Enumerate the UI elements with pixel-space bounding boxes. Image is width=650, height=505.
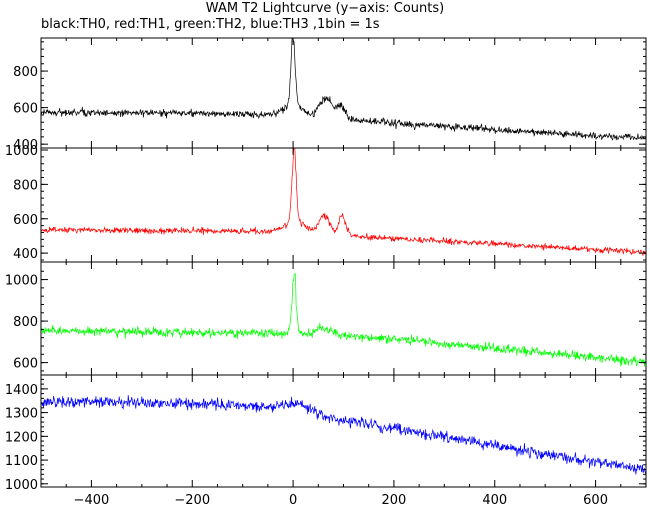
series-line-th1 [41,148,646,256]
x-tick-label: 400 [482,493,507,505]
x-tick-label: −400 [74,493,110,505]
y-tick-label: 400 [13,247,38,262]
panel-frame-th3 [40,374,647,488]
x-tick-label: 600 [583,493,608,505]
y-tick-label: 600 [13,213,38,228]
y-tick-label: 800 [13,178,38,193]
series-line-th3 [41,395,646,475]
y-tick-label: 1000 [5,478,38,493]
x-tick-label: −200 [174,493,210,505]
panel-frame-th1 [40,147,647,263]
series-line-th2 [41,273,646,367]
y-tick-label: 1400 [5,383,38,398]
y-tick-label: 800 [13,65,38,80]
panel-frame-th2 [40,261,647,376]
y-tick-label: 1300 [5,407,38,422]
x-tick-label: 0 [289,493,297,505]
y-tick-label: 1000 [5,274,38,289]
chart-subtitle: black:TH0, red:TH1, green:TH2, blue:TH3 … [41,17,380,32]
x-tick-label: 200 [382,493,407,505]
y-tick-label: 1200 [5,430,38,445]
y-tick-label: 1100 [5,454,38,469]
y-tick-label: 600 [13,357,38,372]
y-tick-label: 400 [13,138,38,153]
y-tick-label: 1000 [5,144,38,159]
y-tick-label: 600 [13,102,38,117]
y-tick-label: 800 [13,315,38,330]
series-line-th0 [41,38,646,141]
chart-title: WAM T2 Lightcurve (y−axis: Counts) [205,1,445,16]
